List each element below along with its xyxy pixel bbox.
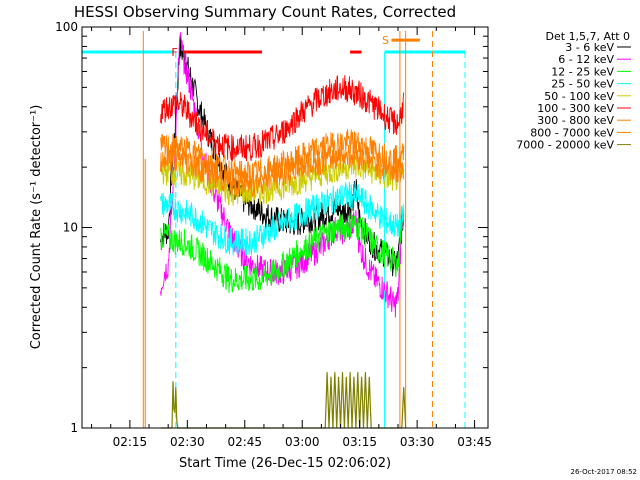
series-line-7: [160, 142, 405, 198]
legend-entry-label: 6 - 12 keV: [558, 53, 614, 66]
y-tick-label: 10: [63, 221, 78, 235]
legend-entry-label: 100 - 300 keV: [537, 102, 614, 115]
x-tick-label: 03:00: [285, 435, 320, 449]
series-line-5: [160, 75, 405, 162]
y-tick-label: 1: [70, 421, 78, 435]
flare-label: F: [171, 46, 177, 59]
y-tick-label: 100: [55, 20, 78, 34]
legend-entry-label: 12 - 25 keV: [551, 65, 614, 78]
x-axis-label: Start Time (26-Dec-15 02:06:02): [179, 456, 391, 471]
legend-entry-label: 7000 - 20000 keV: [516, 139, 614, 152]
legend-entry-label: 25 - 50 keV: [551, 78, 614, 91]
series-line-8: [160, 372, 407, 429]
y-axis-ticks: 1 10 100: [55, 20, 488, 435]
legend-entry-label: 300 - 800 keV: [537, 114, 614, 127]
x-tick-label: 03:45: [457, 435, 492, 449]
legend-entry-label: 50 - 100 keV: [544, 90, 614, 103]
legend-entry-label: 800 - 7000 keV: [530, 126, 614, 139]
x-tick-label: 02:30: [170, 435, 205, 449]
chart-title: HESSI Observing Summary Count Rates, Cor…: [74, 3, 456, 21]
saa-label: S: [382, 34, 389, 47]
y-axis-label: Corrected Count Rate (s⁻¹ detector⁻¹): [29, 105, 44, 350]
x-tick-label: 03:15: [342, 435, 377, 449]
plot-area: FS: [82, 31, 466, 429]
legend-entry-label: 3 - 6 keV: [565, 41, 614, 54]
x-tick-label: 02:15: [113, 435, 148, 449]
timestamp: 26-Oct-2017 08:52: [571, 468, 637, 476]
x-tick-label: 03:30: [400, 435, 435, 449]
legend-header: Det 1,5,7, Att 0: [546, 30, 630, 43]
series-line-2: [160, 210, 405, 294]
series-line-3: [160, 181, 405, 256]
x-tick-label: 02:45: [227, 435, 262, 449]
x-axis-ticks: 02:15 02:30 02:45 03:00 03:15 03:30 03:45: [91, 27, 492, 449]
